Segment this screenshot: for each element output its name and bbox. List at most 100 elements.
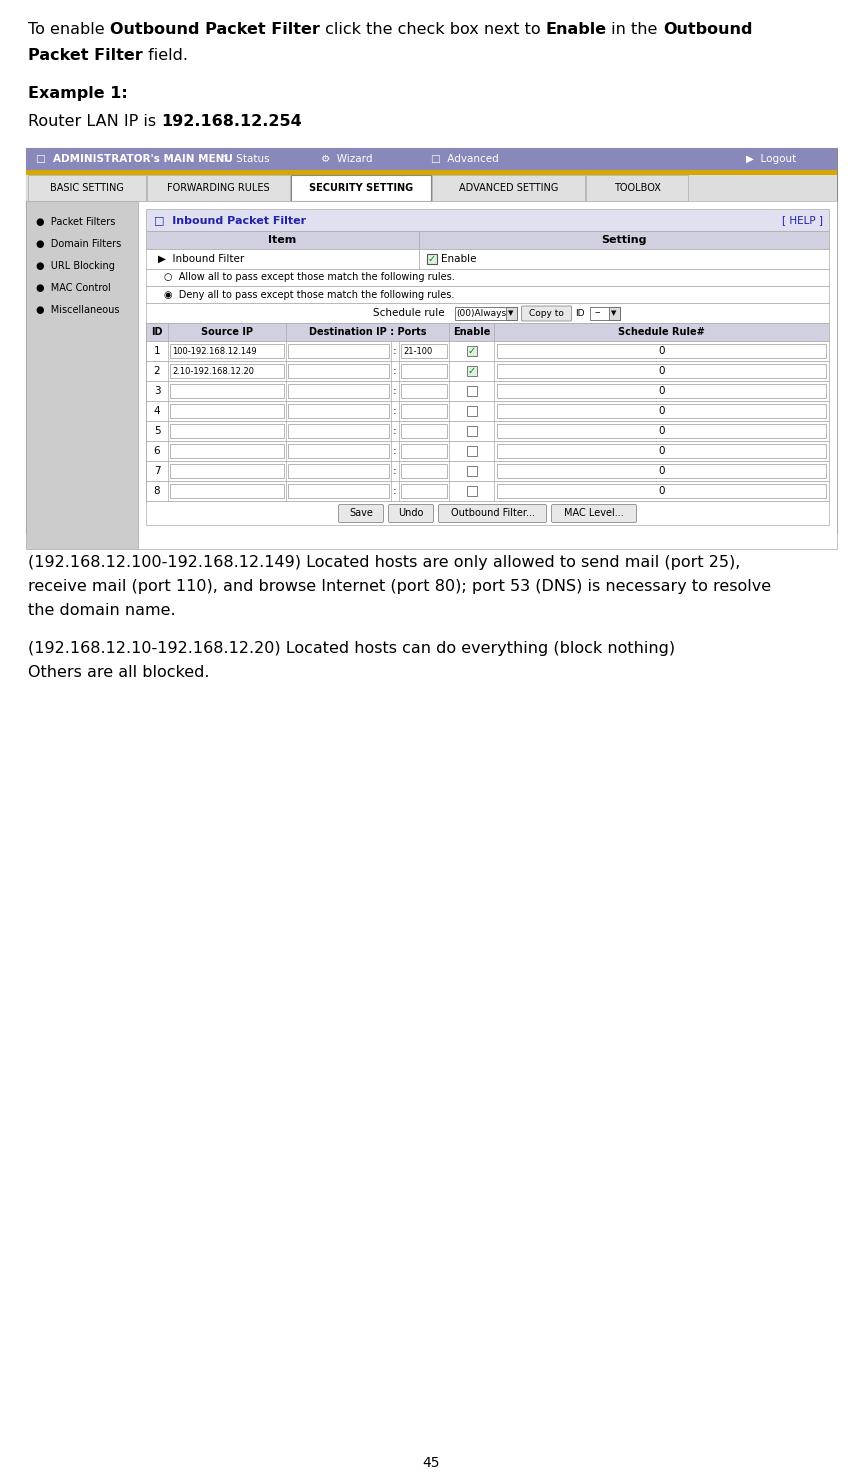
Text: (192.168.12.10-192.168.12.20) Located hosts can do everything (block nothing): (192.168.12.10-192.168.12.20) Located ho… <box>28 641 675 656</box>
Text: ID: ID <box>576 309 585 318</box>
Text: Save: Save <box>349 509 373 518</box>
Text: Outbound Packet Filter: Outbound Packet Filter <box>110 22 319 37</box>
Text: 0: 0 <box>658 485 665 496</box>
Text: 5: 5 <box>154 426 161 436</box>
Text: ●  URL Blocking: ● URL Blocking <box>36 261 115 272</box>
Text: Others are all blocked.: Others are all blocked. <box>28 665 210 680</box>
Bar <box>146 341 829 361</box>
Text: 7: 7 <box>154 466 161 476</box>
Bar <box>401 464 447 478</box>
FancyBboxPatch shape <box>338 505 383 522</box>
Bar <box>147 175 290 200</box>
Bar <box>288 444 389 459</box>
Text: 2: 2 <box>154 367 161 375</box>
Text: 0: 0 <box>658 426 665 436</box>
Bar <box>26 148 837 171</box>
Bar <box>146 303 829 324</box>
Bar <box>288 344 389 358</box>
Text: ●  Miscellaneous: ● Miscellaneous <box>36 306 119 315</box>
Text: 2.10-192.168.12.20: 2.10-192.168.12.20 <box>172 367 254 375</box>
Bar <box>497 344 826 358</box>
Bar <box>26 200 138 549</box>
Bar <box>288 464 389 478</box>
Text: :: : <box>394 407 397 416</box>
Bar <box>419 232 829 249</box>
Bar <box>401 344 447 358</box>
Bar <box>288 384 389 398</box>
Bar <box>467 426 476 436</box>
Bar <box>170 464 284 478</box>
Text: To enable: To enable <box>28 22 110 37</box>
Text: SECURITY SETTING: SECURITY SETTING <box>309 183 413 193</box>
Bar <box>170 444 284 459</box>
Text: 1: 1 <box>154 346 161 356</box>
Text: (192.168.12.100-192.168.12.149) Located hosts are only allowed to send mail (por: (192.168.12.100-192.168.12.149) Located … <box>28 555 740 570</box>
Bar <box>497 484 826 499</box>
Text: :: : <box>394 466 397 476</box>
Bar <box>146 286 829 303</box>
Bar <box>497 404 826 418</box>
FancyBboxPatch shape <box>388 505 433 522</box>
Bar <box>170 424 284 438</box>
FancyBboxPatch shape <box>438 505 546 522</box>
Bar <box>170 484 284 499</box>
Bar <box>467 386 476 396</box>
Text: 6: 6 <box>154 447 161 456</box>
Text: ⚙  Wizard: ⚙ Wizard <box>321 154 373 165</box>
Bar <box>467 407 476 416</box>
Text: FORWARDING RULES: FORWARDING RULES <box>167 183 270 193</box>
Bar <box>26 148 837 533</box>
Text: 100-192.168.12.149: 100-192.168.12.149 <box>172 346 256 356</box>
Bar <box>467 466 476 476</box>
Bar <box>467 447 476 456</box>
Text: [ HELP ]: [ HELP ] <box>782 215 823 226</box>
Text: Item: Item <box>268 234 297 245</box>
Text: Router LAN IP is: Router LAN IP is <box>28 114 161 129</box>
Bar <box>288 424 389 438</box>
Bar <box>497 464 826 478</box>
Bar <box>146 502 829 525</box>
Text: 0: 0 <box>658 466 665 476</box>
Text: Copy to: Copy to <box>529 309 564 318</box>
Bar <box>419 249 829 269</box>
Text: Schedule Rule#: Schedule Rule# <box>618 326 705 337</box>
Text: in the: in the <box>607 22 663 37</box>
Bar <box>28 175 146 200</box>
Bar <box>146 441 829 462</box>
FancyBboxPatch shape <box>551 505 637 522</box>
Bar <box>170 384 284 398</box>
Text: 0: 0 <box>658 407 665 416</box>
Bar <box>146 232 419 249</box>
Text: Schedule rule: Schedule rule <box>373 309 444 318</box>
Text: 4: 4 <box>154 407 161 416</box>
Bar <box>589 307 620 321</box>
Text: ✓: ✓ <box>468 346 476 356</box>
Text: :: : <box>394 485 397 496</box>
Bar <box>497 384 826 398</box>
Text: ✓: ✓ <box>428 254 436 264</box>
Text: Enable: Enable <box>441 254 476 264</box>
Text: Enable: Enable <box>453 326 490 337</box>
Text: (00)Always: (00)Always <box>457 309 507 318</box>
Text: 3: 3 <box>154 386 161 396</box>
Text: 45: 45 <box>423 1456 440 1471</box>
Text: the domain name.: the domain name. <box>28 603 176 617</box>
Bar <box>26 171 837 175</box>
Bar <box>497 364 826 378</box>
Text: 0: 0 <box>658 367 665 375</box>
Bar <box>26 175 837 200</box>
Bar <box>401 364 447 378</box>
Text: Source IP: Source IP <box>201 326 253 337</box>
Text: ●  MAC Control: ● MAC Control <box>36 283 110 292</box>
Text: ◉  Deny all to pass except those match the following rules.: ◉ Deny all to pass except those match th… <box>164 289 455 300</box>
Bar <box>455 307 516 321</box>
Bar <box>427 254 437 264</box>
Text: :: : <box>394 386 397 396</box>
Bar <box>146 361 829 381</box>
Bar <box>170 364 284 378</box>
Text: ●  Domain Filters: ● Domain Filters <box>36 239 121 249</box>
Bar <box>432 175 585 200</box>
Text: 0: 0 <box>658 346 665 356</box>
Text: □  Inbound Packet Filter: □ Inbound Packet Filter <box>154 215 306 226</box>
Text: TOOLBOX: TOOLBOX <box>614 183 660 193</box>
